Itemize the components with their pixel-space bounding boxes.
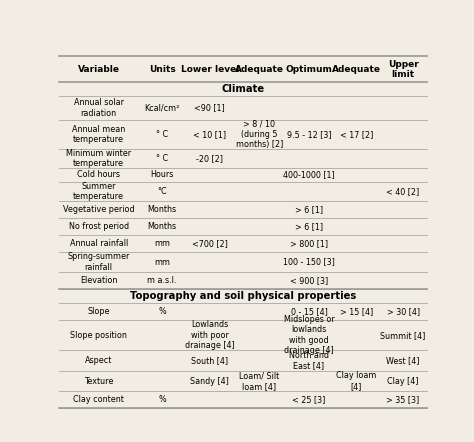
Text: > 800 [1]: > 800 [1] — [290, 239, 328, 248]
Text: Loam/ Silt
loam [4]: Loam/ Silt loam [4] — [239, 371, 280, 391]
Text: Adequate: Adequate — [235, 65, 284, 74]
Text: > 8 / 10
(during 5
months) [2]: > 8 / 10 (during 5 months) [2] — [236, 120, 283, 149]
Text: °C: °C — [157, 187, 167, 196]
Text: Hours: Hours — [150, 170, 174, 179]
Text: < 40 [2]: < 40 [2] — [386, 187, 419, 196]
Text: Elevation: Elevation — [80, 276, 118, 285]
Text: > 6 [1]: > 6 [1] — [295, 222, 323, 231]
Text: Optimum: Optimum — [286, 65, 332, 74]
Text: Midslopes or
lowlands
with good
drainage [4]: Midslopes or lowlands with good drainage… — [283, 315, 335, 355]
Text: South [4]: South [4] — [191, 356, 228, 365]
Text: West [4]: West [4] — [386, 356, 420, 365]
Text: %: % — [158, 395, 166, 404]
Text: Summit [4]: Summit [4] — [381, 331, 426, 340]
Text: Variable: Variable — [78, 65, 120, 74]
Text: Kcal/cm²: Kcal/cm² — [145, 103, 180, 112]
Text: North and
East [4]: North and East [4] — [289, 351, 329, 370]
Text: < 25 [3]: < 25 [3] — [292, 395, 326, 404]
Text: 9.5 - 12 [3]: 9.5 - 12 [3] — [287, 130, 331, 139]
Text: > 6 [1]: > 6 [1] — [295, 205, 323, 214]
Text: 0 - 15 [4]: 0 - 15 [4] — [291, 307, 328, 316]
Text: mm: mm — [154, 239, 170, 248]
Text: Slope: Slope — [88, 307, 110, 316]
Text: ° C: ° C — [156, 154, 168, 163]
Text: Units: Units — [149, 65, 175, 74]
Text: Texture: Texture — [84, 377, 113, 385]
Text: > 35 [3]: > 35 [3] — [386, 395, 419, 404]
Text: Annual solar
radiation: Annual solar radiation — [74, 98, 124, 118]
Text: Summer
temperature: Summer temperature — [73, 182, 124, 201]
Text: Cold hours: Cold hours — [77, 170, 120, 179]
Text: Clay content: Clay content — [73, 395, 124, 404]
Text: Vegetative period: Vegetative period — [63, 205, 135, 214]
Text: < 17 [2]: < 17 [2] — [339, 130, 373, 139]
Text: %: % — [158, 307, 166, 316]
Text: Topography and soil physical properties: Topography and soil physical properties — [130, 291, 356, 301]
Text: Annual rainfall: Annual rainfall — [70, 239, 128, 248]
Text: < 900 [3]: < 900 [3] — [290, 276, 328, 285]
Text: Months: Months — [147, 205, 177, 214]
Text: Months: Months — [147, 222, 177, 231]
Text: Annual mean
temperature: Annual mean temperature — [72, 125, 125, 144]
Text: Lowlands
with poor
drainage [4]: Lowlands with poor drainage [4] — [185, 320, 235, 350]
Text: m a.s.l.: m a.s.l. — [147, 276, 177, 285]
Text: <700 [2]: <700 [2] — [192, 239, 228, 248]
Text: <90 [1]: <90 [1] — [194, 103, 225, 112]
Text: Slope position: Slope position — [70, 331, 127, 340]
Text: mm: mm — [154, 258, 170, 267]
Text: Upper
limit: Upper limit — [388, 60, 419, 79]
Text: Spring-summer
rainfall: Spring-summer rainfall — [68, 252, 130, 272]
Text: -20 [2]: -20 [2] — [196, 154, 223, 163]
Text: ° C: ° C — [156, 130, 168, 139]
Text: Sandy [4]: Sandy [4] — [191, 377, 229, 385]
Text: No frost period: No frost period — [69, 222, 129, 231]
Text: Aspect: Aspect — [85, 356, 112, 365]
Text: > 15 [4]: > 15 [4] — [340, 307, 373, 316]
Text: Clay [4]: Clay [4] — [387, 377, 419, 385]
Text: Lower level: Lower level — [181, 65, 239, 74]
Text: Adequate: Adequate — [332, 65, 381, 74]
Text: < 10 [1]: < 10 [1] — [193, 130, 227, 139]
Text: 400-1000 [1]: 400-1000 [1] — [283, 170, 335, 179]
Text: > 30 [4]: > 30 [4] — [386, 307, 419, 316]
Text: Clay loam
[4]: Clay loam [4] — [336, 371, 376, 391]
Text: Climate: Climate — [221, 84, 264, 94]
Text: 100 - 150 [3]: 100 - 150 [3] — [283, 258, 335, 267]
Text: Minimum winter
temperature: Minimum winter temperature — [66, 149, 131, 168]
